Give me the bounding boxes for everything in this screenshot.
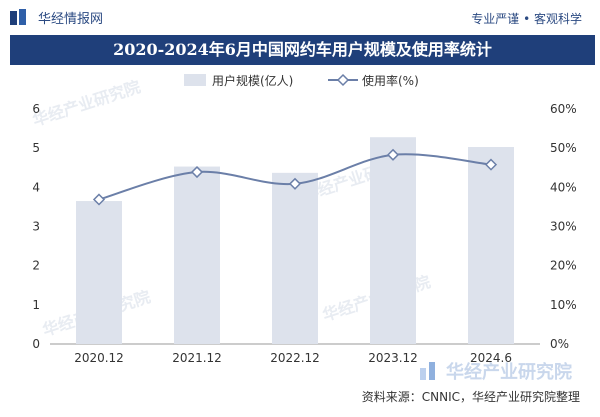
usage-rate-point [92, 193, 106, 206]
x-tick-label: 2021.12 [172, 351, 222, 365]
usage-rate-point [288, 177, 302, 190]
usage-rate-point [190, 165, 204, 179]
y-right-tick-label: 30% [550, 220, 577, 234]
bar [468, 146, 514, 344]
y-left-tick-label: 1 [32, 298, 40, 312]
footer-logo-icon [420, 360, 440, 380]
bar [76, 201, 122, 344]
bar [174, 166, 220, 344]
x-tick-label: 2022.12 [270, 351, 320, 365]
slogan: 专业严谨 • 客观科学 [471, 12, 582, 26]
x-tick-label: 2024.6 [470, 351, 512, 365]
y-right-tick-label: 0% [550, 337, 569, 351]
usage-line [92, 148, 498, 206]
y-left-tick-label: 6 [32, 102, 40, 116]
y-left-tick-label: 5 [32, 141, 40, 155]
y-left-tick-label: 4 [32, 180, 40, 194]
chart-title: 2020-2024年6月中国网约车用户规模及使用率统计 [113, 40, 492, 59]
y-left-tick-label: 2 [32, 259, 40, 273]
legend-label-bar: 用户规模(亿人) [212, 73, 293, 88]
data-source: 资料来源：CNNIC，华经产业研究院整理 [361, 390, 580, 404]
y-right-tick-label: 50% [550, 141, 577, 155]
legend-swatch-bar [184, 74, 206, 86]
legend: 用户规模(亿人) 使用率(%) [184, 73, 419, 88]
y-right-tick-label: 20% [550, 259, 577, 273]
x-tick-label: 2020.12 [74, 351, 124, 365]
y-left-tick-label: 3 [32, 220, 40, 234]
y-left-tick-label: 0 [32, 337, 40, 351]
bar [272, 172, 318, 344]
x-tick-label: 2023.12 [368, 351, 418, 365]
usage-rate-point [484, 158, 498, 171]
y-right-tick-label: 40% [550, 180, 577, 194]
y-right-tick-label: 10% [550, 298, 577, 312]
brand-name: 华经情报网 [38, 12, 104, 27]
title-bar: 2020-2024年6月中国网约车用户规模及使用率统计 [10, 35, 595, 65]
top-bar: 华经情报网 专业严谨 • 客观科学 [0, 0, 600, 34]
footer-brand: 华经产业研究院 [446, 362, 572, 383]
legend-label-line: 使用率(%) [362, 73, 419, 88]
brand-logo-icon [10, 8, 32, 27]
brand: 华经情报网 [10, 8, 103, 27]
legend-marker-icon [336, 73, 350, 87]
bar [370, 137, 416, 344]
usage-rate-point [386, 148, 400, 161]
bars [76, 137, 514, 344]
y-right-tick-label: 60% [550, 102, 577, 116]
